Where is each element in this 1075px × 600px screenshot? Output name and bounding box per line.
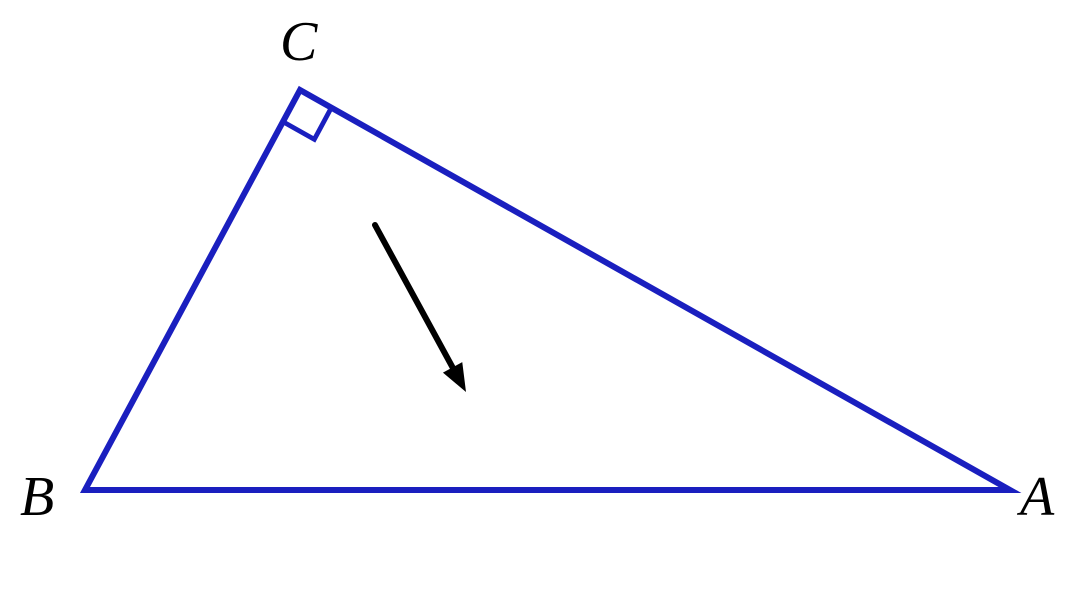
arrow-shaft — [375, 225, 453, 367]
vertex-label-b: B — [20, 465, 54, 529]
vertex-label-c: C — [280, 10, 317, 74]
triangle — [85, 90, 1010, 490]
arrow-head — [443, 362, 466, 392]
vertex-label-a: A — [1020, 465, 1054, 529]
triangle-diagram — [0, 0, 1075, 600]
